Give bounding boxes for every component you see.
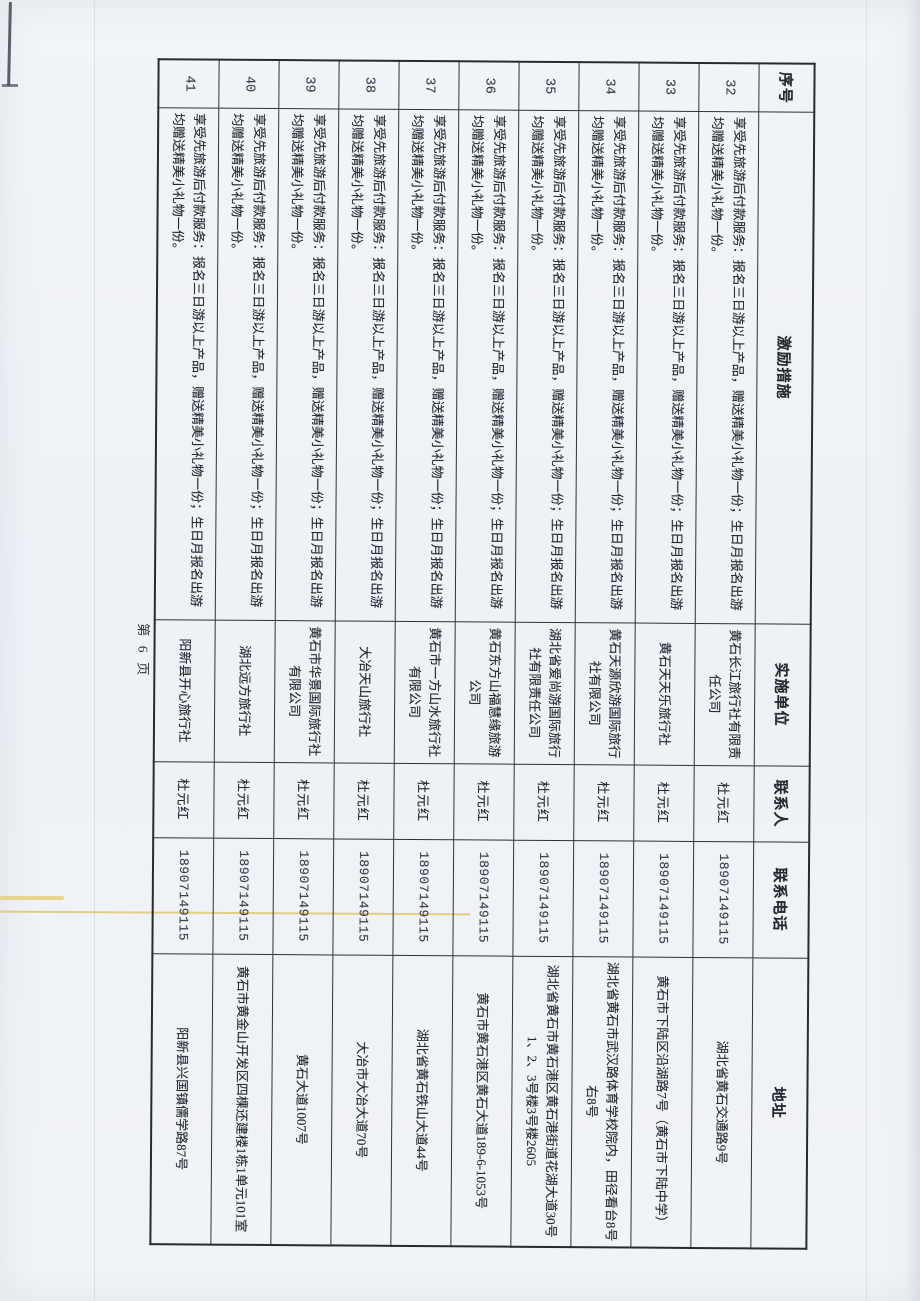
cell-no: 34 bbox=[578, 62, 640, 111]
column-header: 联系人 bbox=[753, 765, 810, 842]
table-body: 32 享受先旅游后付款服务：报名三日游以上产品，赠送精美小礼物一份；生日月报名出游… bbox=[150, 59, 760, 1249]
cell-address: 湖北省黄石交通路9号 bbox=[690, 956, 753, 1249]
cell-contact: 杜元红 bbox=[153, 761, 215, 838]
table-row: 39 享受先旅游后付款服务：报名三日游以上产品，赠送精美小礼物一份；生日月报名出游… bbox=[270, 60, 340, 1246]
cell-no: 40 bbox=[218, 59, 280, 109]
cell-no: 33 bbox=[638, 62, 700, 111]
cell-phone: 18907149115 bbox=[392, 838, 454, 956]
header-row: 序号 激励措施 实施单位 联系人 联系电话 地址 bbox=[750, 63, 815, 1249]
cell-phone: 18907149115 bbox=[692, 840, 754, 958]
cell-no: 37 bbox=[398, 60, 460, 110]
cell-address: 大冶市大冶大道70号 bbox=[330, 954, 393, 1246]
cell-address: 黄石大道1007号 bbox=[270, 954, 333, 1246]
cell-no: 39 bbox=[278, 60, 340, 109]
cell-phone: 18907149115 bbox=[452, 839, 514, 956]
cell-unit: 湖北远方旅行社 bbox=[214, 619, 276, 763]
table-row: 32 享受先旅游后付款服务：报名三日游以上产品，赠送精美小礼物一份；生日月报名出游… bbox=[690, 62, 760, 1249]
table-row: 33 享受先旅游后付款服务：报名三日游以上产品，赠送精美小礼物一份；生日月报名出游… bbox=[630, 62, 700, 1248]
cell-incentive: 享受先旅游后付款服务：报名三日游以上产品，赠送精美小礼物一份；生日月报名出游均赠… bbox=[575, 110, 639, 623]
cell-contact: 杜元红 bbox=[693, 764, 755, 842]
table-row: 37 享受先旅游后付款服务：报名三日游以上产品，赠送精美小礼物一份；生日月报名出游… bbox=[390, 60, 460, 1247]
column-header: 地址 bbox=[750, 957, 809, 1249]
scan-edge-shadow bbox=[906, 0, 920, 1301]
cell-contact: 杜元红 bbox=[393, 762, 455, 840]
table-row: 40 享受先旅游后付款服务：报名三日游以上产品，赠送精美小礼物一份；生日月报名出游… bbox=[210, 59, 280, 1246]
scan-corner-tick bbox=[2, 84, 18, 87]
cell-incentive: 享受先旅游后付款服务：报名三日游以上产品，赠送精美小礼物一份；生日月报名出游均赠… bbox=[395, 108, 459, 622]
column-header: 序号 bbox=[758, 63, 815, 112]
cell-contact: 杜元红 bbox=[633, 764, 695, 841]
cell-address: 阳新县兴国镇儒学路87号 bbox=[150, 953, 213, 1245]
cell-contact: 杜元红 bbox=[453, 763, 515, 840]
cell-unit: 黄石东方山福慧缘旅游公司 bbox=[454, 621, 516, 764]
incentive-measures-table: 序号 激励措施 实施单位 联系人 联系电话 地址 32 享受先旅游后付款服务：报名三日游以上… bbox=[149, 58, 816, 1250]
cell-phone: 18907149115 bbox=[512, 839, 574, 957]
cell-unit: 阳新县开心旅行社 bbox=[154, 619, 216, 762]
cell-contact: 杜元红 bbox=[333, 762, 395, 839]
table-row: 34 享受先旅游后付款服务：报名三日游以上产品，赠送精美小礼物一份；生日月报名出游… bbox=[570, 62, 640, 1248]
table-row: 41 享受先旅游后付款服务：报名三日游以上产品，赠送精美小礼物一份；生日月报名出游… bbox=[150, 59, 220, 1245]
table-row: 35 享受先旅游后付款服务：报名三日游以上产品，赠送精美小礼物一份；生日月报名出游… bbox=[510, 61, 580, 1248]
cell-address: 黄石市下陆区沿湖路7号（黄石市下陆中学） bbox=[630, 956, 693, 1248]
cell-unit: 大冶天山旅行社 bbox=[334, 620, 396, 763]
cell-no: 41 bbox=[158, 59, 220, 108]
cell-address: 湖北省黄石市武汉路体育学校院内，田径看台8号右8号 bbox=[570, 956, 633, 1248]
cell-no: 35 bbox=[518, 61, 580, 111]
scan-fold-line-left bbox=[94, 0, 95, 1301]
cell-incentive: 享受先旅游后付款服务：报名三日游以上产品，赠送精美小礼物一份；生日月报名出游均赠… bbox=[275, 108, 339, 621]
column-header: 联系电话 bbox=[752, 841, 810, 958]
column-header: 实施单位 bbox=[754, 623, 811, 766]
cell-phone: 18907149115 bbox=[212, 837, 274, 955]
cell-unit: 黄石天源欣游国际旅行社有限公司 bbox=[574, 622, 636, 765]
table-row: 36 享受先旅游后付款服务：报名三日游以上产品，赠送精美小礼物一份；生日月报名出游… bbox=[450, 61, 520, 1247]
cell-phone: 18907149115 bbox=[572, 840, 634, 957]
cell-no: 32 bbox=[698, 62, 760, 112]
cell-contact: 杜元红 bbox=[573, 764, 635, 841]
cell-phone: 18907149115 bbox=[632, 840, 694, 957]
cell-phone: 18907149115 bbox=[272, 838, 334, 955]
cell-contact: 杜元红 bbox=[213, 761, 275, 839]
scan-yellow-spot bbox=[0, 896, 64, 900]
cell-unit: 黄石长江旅行社有限责任公司 bbox=[694, 622, 756, 766]
cell-incentive: 享受先旅游后付款服务：报名三日游以上产品，赠送精美小礼物一份；生日月报名出游均赠… bbox=[335, 108, 399, 621]
cell-incentive: 享受先旅游后付款服务：报名三日游以上产品，赠送精美小礼物一份；生日月报名出游均赠… bbox=[155, 107, 219, 620]
cell-address: 湖北省黄石铁山大道44号 bbox=[390, 954, 453, 1247]
cell-incentive: 享受先旅游后付款服务：报名三日游以上产品，赠送精美小礼物一份；生日月报名出游均赠… bbox=[455, 109, 519, 622]
cell-phone: 18907149115 bbox=[332, 838, 394, 955]
cell-address: 湖北省黄石市黄石港区黄石港街道花湖大道30号1、2、3号楼3号楼2605 bbox=[510, 955, 573, 1248]
cell-incentive: 享受先旅游后付款服务：报名三日游以上产品，赠送精美小礼物一份；生日月报名出游均赠… bbox=[215, 107, 279, 621]
cell-contact: 杜元红 bbox=[513, 763, 575, 841]
cell-no: 36 bbox=[458, 61, 520, 110]
cell-contact: 杜元红 bbox=[273, 762, 335, 839]
scan-corner-mark bbox=[7, 1, 12, 87]
cell-incentive: 享受先旅游后付款服务：报名三日游以上产品，赠送精美小礼物一份；生日月报名出游均赠… bbox=[515, 109, 579, 623]
cell-address: 黄石市黄金山开发区四棵还建楼1栋1单元101室 bbox=[210, 953, 273, 1246]
cell-unit: 黄石市华景国际旅行社有限公司 bbox=[274, 620, 336, 763]
cell-unit: 湖北省爱尚游国际旅行社有限责任公司 bbox=[514, 621, 576, 765]
cell-address: 黄石市黄石港区黄石大道189-6-1053号 bbox=[450, 955, 513, 1247]
column-header: 激励措施 bbox=[755, 111, 815, 624]
table-row: 38 享受先旅游后付款服务：报名三日游以上产品，赠送精美小礼物一份；生日月报名出游… bbox=[330, 60, 400, 1246]
cell-phone: 18907149115 bbox=[152, 837, 214, 954]
rotated-document: 序号 激励措施 实施单位 联系人 联系电话 地址 32 享受先旅游后付款服务：报名三日游以上… bbox=[135, 58, 816, 1250]
cell-no: 38 bbox=[338, 60, 400, 109]
scan-fold-line-right bbox=[866, 0, 867, 1301]
cell-incentive: 享受先旅游后付款服务：报名三日游以上产品，赠送精美小礼物一份；生日月报名出游均赠… bbox=[635, 110, 699, 623]
cell-unit: 黄石市一方山水旅行社有限公司 bbox=[394, 620, 456, 764]
cell-incentive: 享受先旅游后付款服务：报名三日游以上产品，赠送精美小礼物一份；生日月报名出游均赠… bbox=[695, 110, 759, 624]
cell-unit: 黄石天天乐旅行社 bbox=[634, 622, 696, 765]
